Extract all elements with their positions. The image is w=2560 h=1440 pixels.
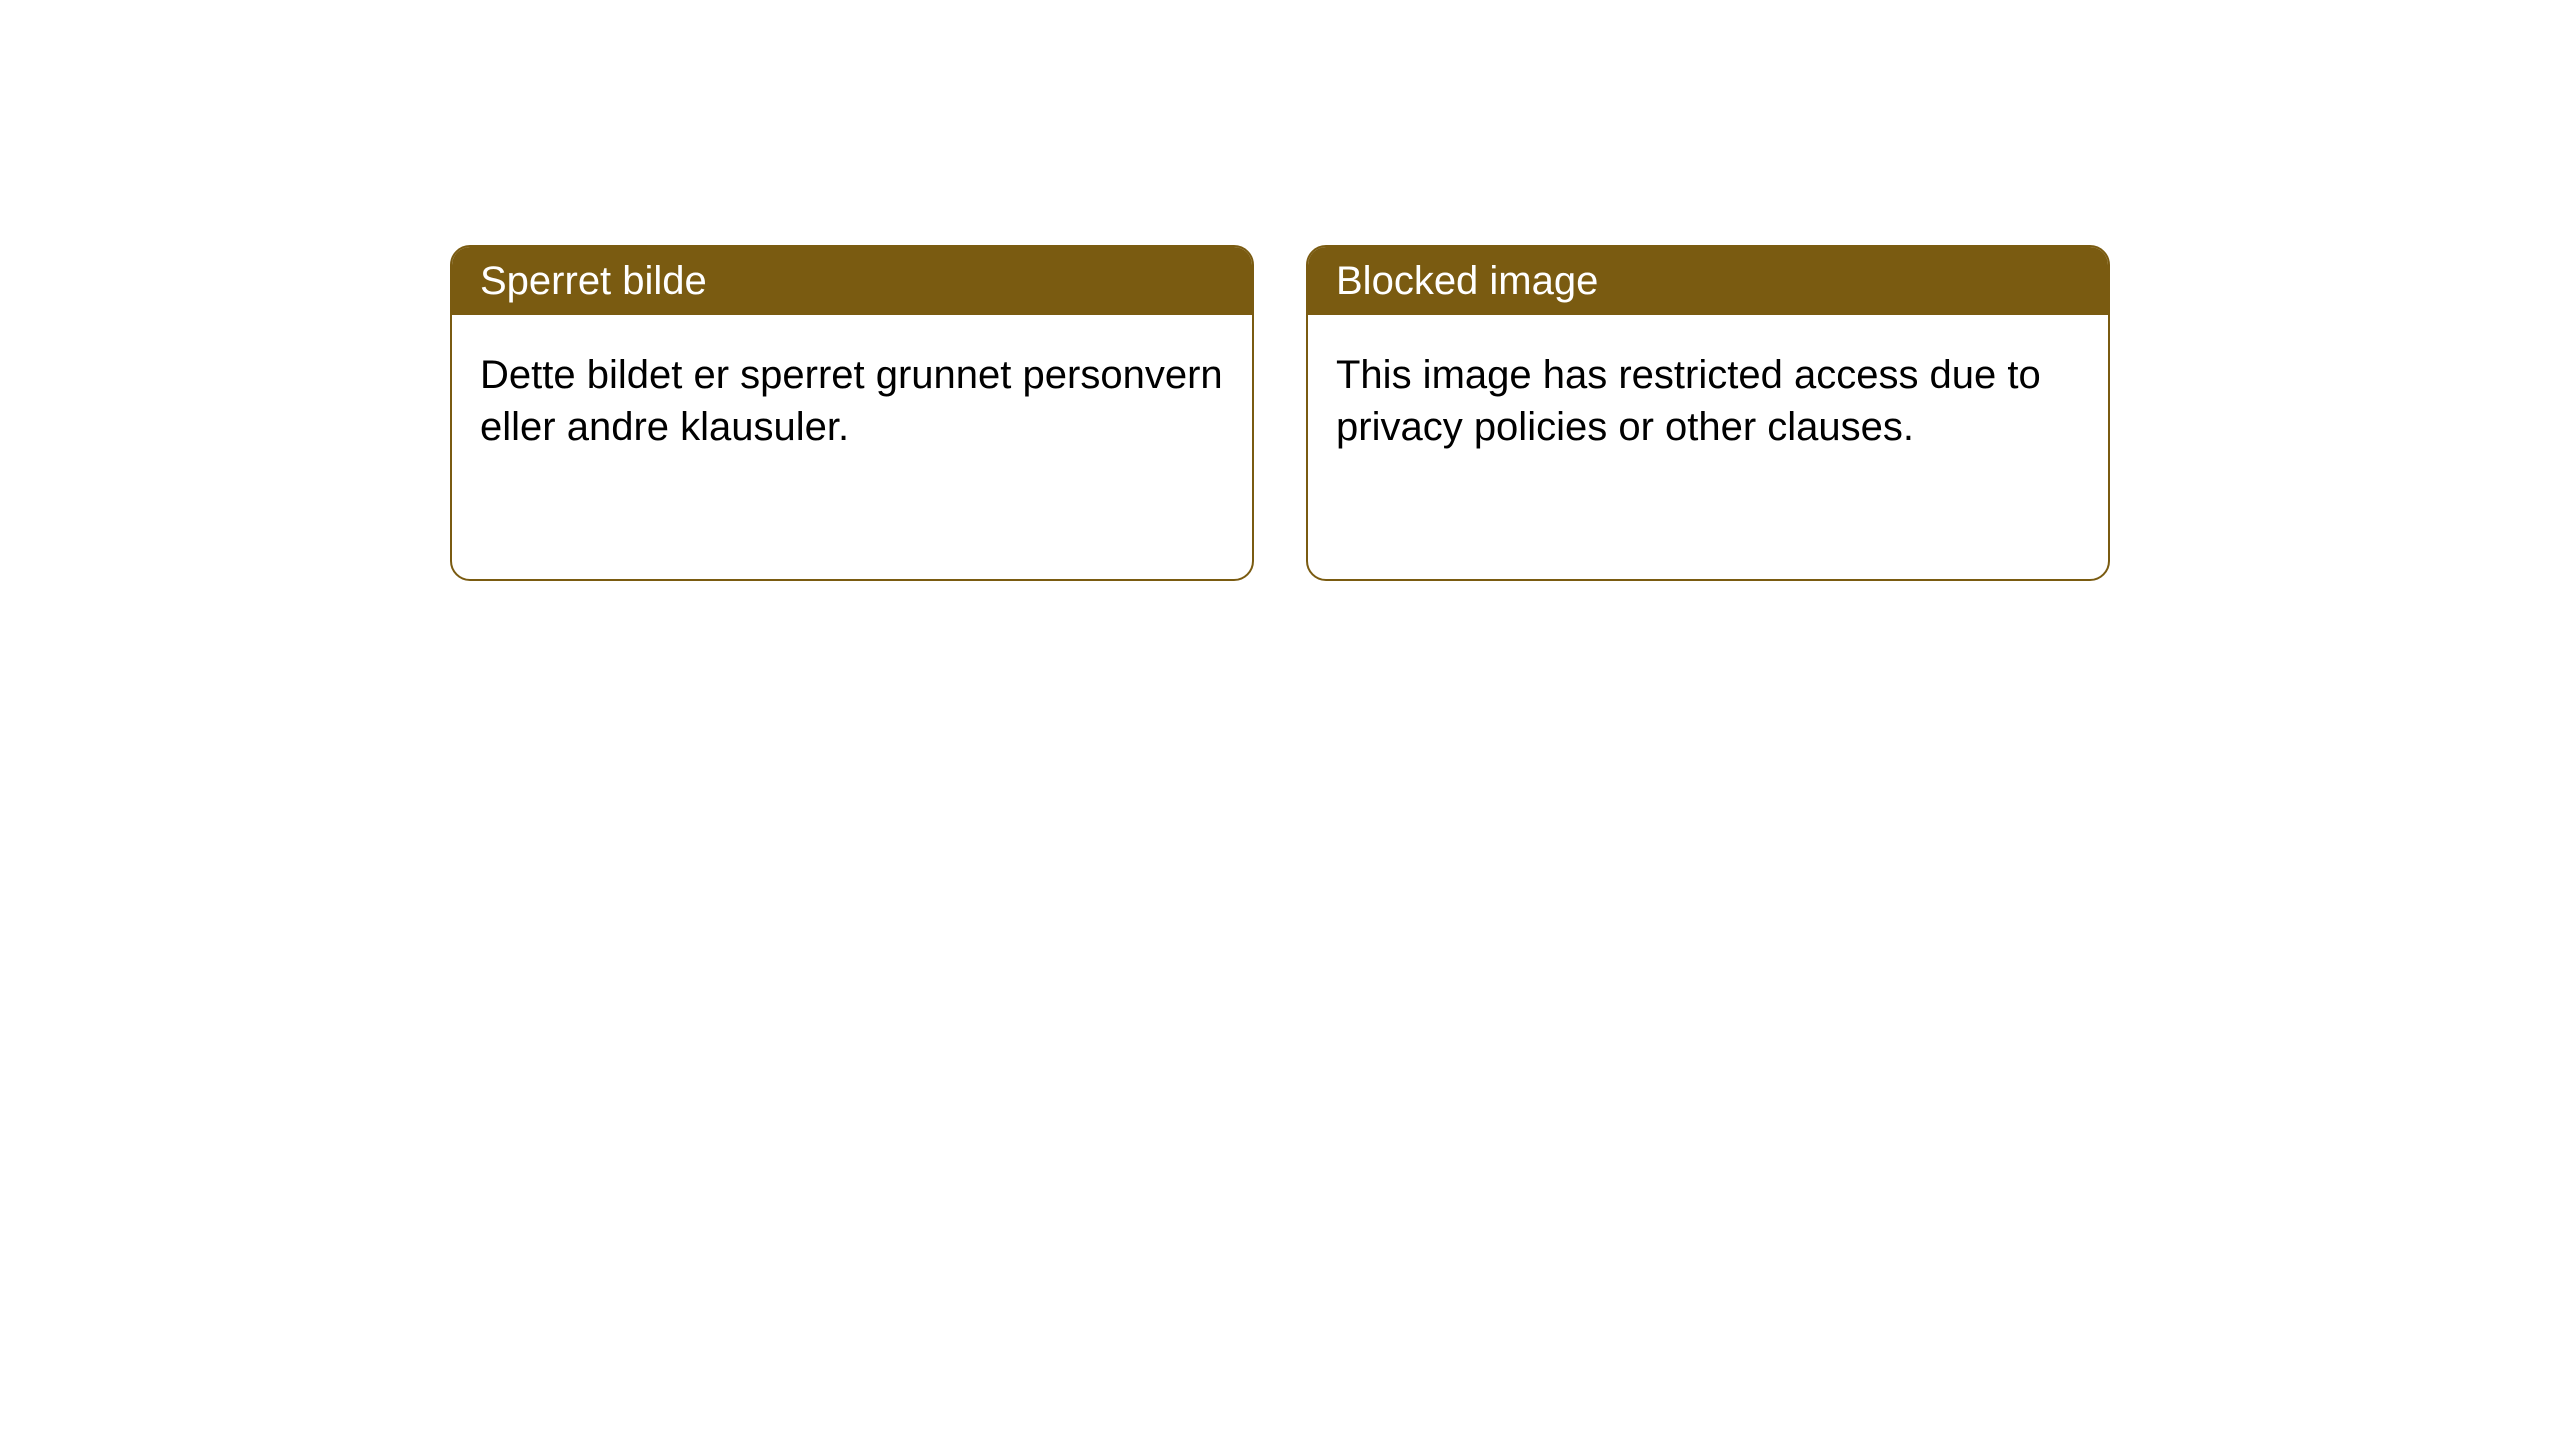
notice-body-norwegian: Dette bildet er sperret grunnet personve… bbox=[452, 315, 1252, 487]
notice-box-norwegian: Sperret bilde Dette bildet er sperret gr… bbox=[450, 245, 1254, 581]
notice-container: Sperret bilde Dette bildet er sperret gr… bbox=[450, 245, 2110, 581]
notice-box-english: Blocked image This image has restricted … bbox=[1306, 245, 2110, 581]
notice-body-english: This image has restricted access due to … bbox=[1308, 315, 2108, 487]
notice-header-norwegian: Sperret bilde bbox=[452, 247, 1252, 315]
notice-header-english: Blocked image bbox=[1308, 247, 2108, 315]
